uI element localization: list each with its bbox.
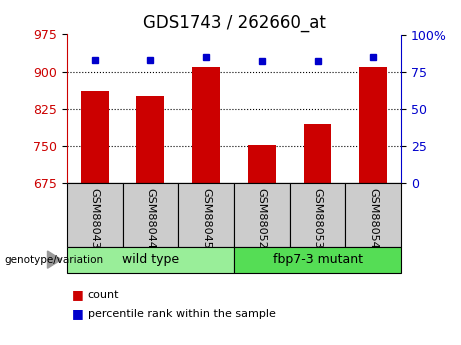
Bar (178, 183, 234, 247)
Text: fbp7-3 mutant: fbp7-3 mutant (272, 253, 362, 266)
Text: GSM88044: GSM88044 (145, 188, 155, 249)
Text: percentile rank within the sample: percentile rank within the sample (88, 309, 276, 319)
Bar (136, 96, 164, 183)
Text: GSM88053: GSM88053 (313, 188, 323, 249)
Bar (81, 91, 109, 183)
Title: GDS1743 / 262660_at: GDS1743 / 262660_at (142, 14, 325, 32)
Bar (290, 183, 345, 247)
Bar (248, 145, 276, 183)
Text: genotype/variation: genotype/variation (5, 255, 104, 265)
Bar (123, 183, 178, 247)
Text: GSM88043: GSM88043 (90, 188, 100, 249)
Bar (67, 183, 123, 247)
Polygon shape (47, 251, 61, 268)
Text: GSM88052: GSM88052 (257, 188, 267, 249)
Text: GSM88054: GSM88054 (368, 188, 378, 249)
Text: wild type: wild type (122, 253, 179, 266)
Text: count: count (88, 290, 119, 300)
Text: ■: ■ (71, 288, 83, 302)
Text: ■: ■ (71, 307, 83, 321)
Bar (192, 67, 220, 183)
Bar (234, 183, 290, 247)
Bar (67, 247, 234, 273)
Bar (234, 247, 401, 273)
Text: GSM88045: GSM88045 (201, 188, 211, 249)
Bar (304, 124, 331, 183)
Bar (359, 67, 387, 183)
Bar (345, 183, 401, 247)
